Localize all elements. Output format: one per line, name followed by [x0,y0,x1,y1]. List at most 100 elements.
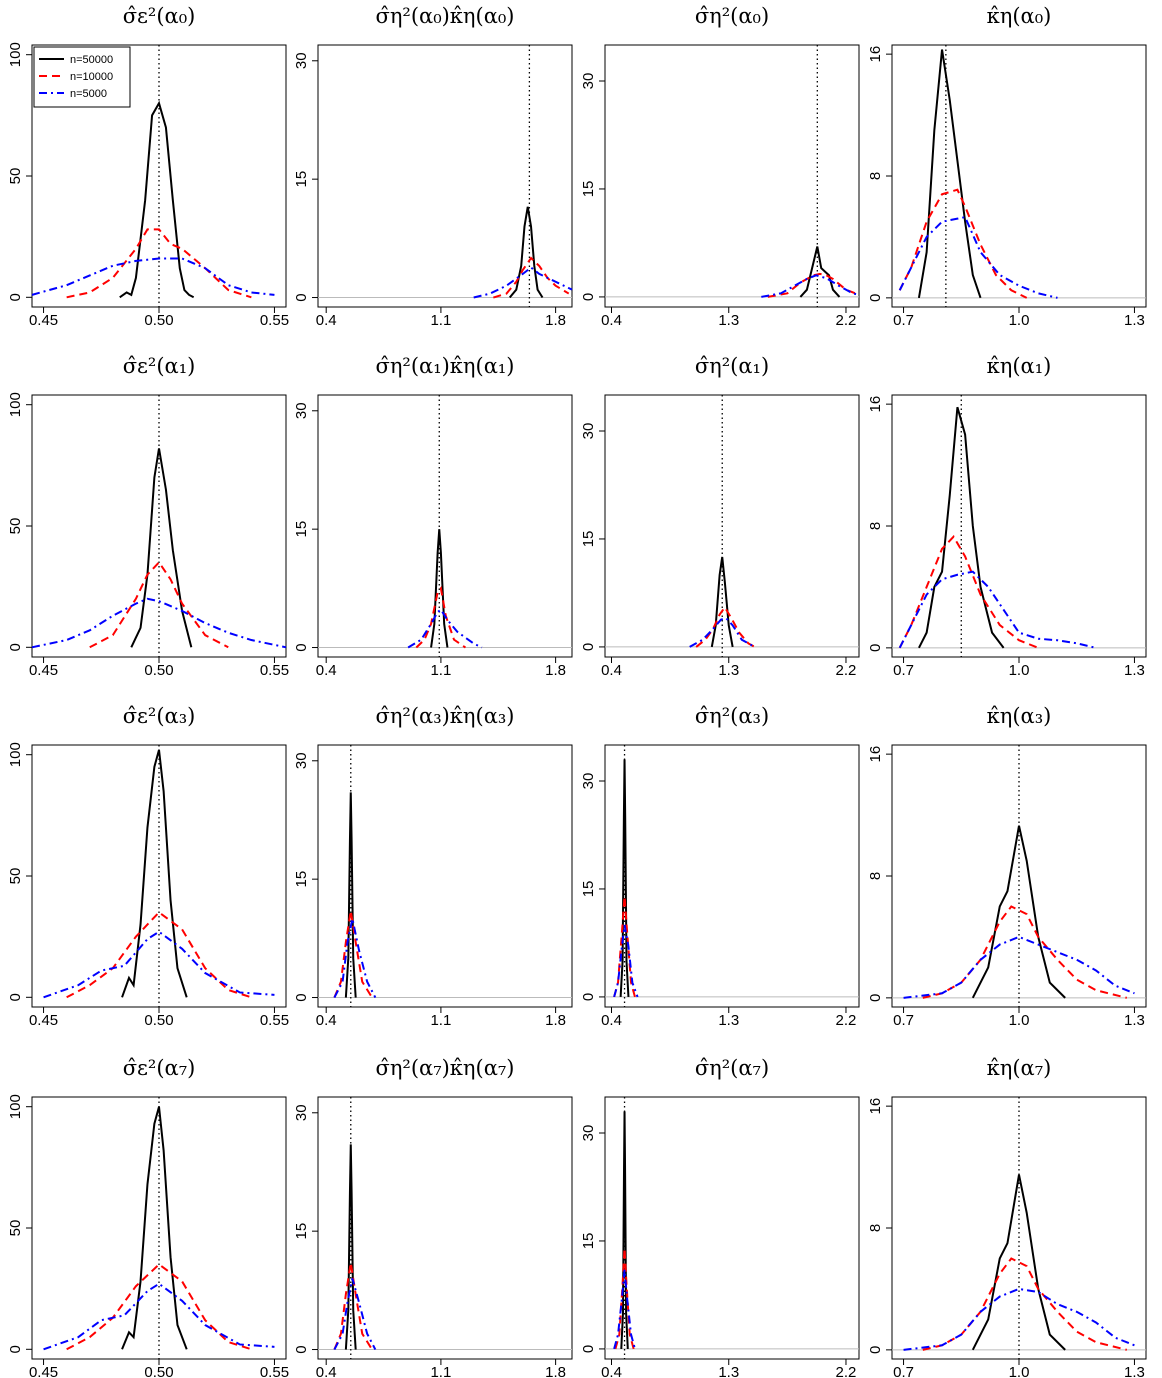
density-curve [898,570,1097,649]
x-tick-label: 0.55 [260,1364,289,1378]
y-tick-label: 100 [7,42,24,67]
panel-title: σ̂η²(α₇) [695,1056,769,1080]
y-tick-label: 0 [867,294,884,302]
x-tick-label: 0.7 [893,1012,914,1029]
panel-title: σ̂ε²(α₁) [123,354,196,378]
density-curve [43,930,275,999]
y-tick-label: 15 [580,181,597,198]
x-tick-label: 1.1 [430,662,451,679]
y-tick-label: 8 [867,522,884,530]
density-curve [344,1144,357,1350]
density-curve [761,274,860,298]
x-tick-label: 1.3 [1124,662,1145,679]
density-curve [31,597,287,649]
density-curve [121,1106,188,1350]
x-tick-label: 0.45 [29,662,58,679]
y-tick-label: 0 [293,993,310,1001]
x-tick-label: 1.1 [430,1364,451,1378]
y-tick-label: 30 [293,52,310,69]
density-curve [903,1287,1135,1351]
legend-box [33,46,131,108]
panel-title: κ̂η(α₇) [987,1056,1052,1080]
y-tick-label: 0 [580,293,597,301]
plot-box [317,1096,573,1360]
density-curve [903,935,1135,999]
plot-box [317,744,573,1008]
plot-box [604,744,860,1008]
density-curve [31,257,275,296]
y-tick-label: 50 [7,168,24,185]
density-curve [333,918,377,998]
y-tick-label: 100 [7,742,24,767]
x-tick-label: 0.7 [893,1364,914,1378]
x-tick-label: 0.50 [144,662,173,679]
y-tick-label: 0 [867,1346,884,1354]
panel-title: σ̂η²(α₀)κ̂η(α₀) [375,4,514,28]
x-tick-label: 1.3 [1124,1012,1145,1029]
y-tick-label: 15 [293,521,310,538]
density-curve [620,1111,629,1349]
y-tick-label: 0 [7,293,24,301]
density-curve [333,1262,373,1351]
density-curve [613,1269,636,1350]
y-tick-label: 0 [7,643,24,651]
x-tick-label: 0.4 [316,1012,337,1029]
density-curve [898,188,1028,299]
density-curve [922,1257,1128,1351]
x-tick-label: 1.1 [430,312,451,329]
y-tick-label: 15 [293,871,310,888]
y-tick-label: 15 [580,1233,597,1250]
density-curve [922,905,1128,999]
y-tick-label: 16 [867,1098,884,1115]
density-curve [66,228,252,299]
density-curve [695,605,756,648]
x-tick-label: 1.1 [430,1012,451,1029]
density-curve [917,49,982,299]
plot-box [604,44,860,308]
y-tick-label: 100 [7,1094,24,1119]
panel-title: κ̂η(α₁) [987,354,1052,378]
plot-box [317,394,573,658]
y-tick-label: 0 [580,1345,597,1353]
density-curve [493,256,570,299]
density-curve [407,608,483,649]
panel-title: σ̂ε²(α₃) [123,704,196,728]
density-curve [710,556,734,648]
y-tick-label: 16 [867,746,884,763]
x-tick-label: 1.0 [1009,1012,1030,1029]
x-tick-label: 0.4 [316,662,337,679]
y-tick-label: 0 [867,644,884,652]
x-tick-label: 0.4 [601,312,622,329]
x-tick-label: 0.50 [144,312,173,329]
x-tick-label: 1.3 [718,1012,739,1029]
x-tick-label: 0.4 [316,1364,337,1378]
y-tick-label: 0 [580,643,597,651]
density-curve [473,266,573,299]
y-tick-label: 50 [7,518,24,535]
panel-title: σ̂η²(α₇)κ̂η(α₇) [375,1056,514,1080]
density-curve [613,924,639,998]
x-tick-label: 1.3 [1124,312,1145,329]
y-tick-label: 50 [7,868,24,885]
y-tick-label: 16 [867,396,884,413]
y-tick-label: 0 [293,293,310,301]
x-tick-label: 0.4 [601,1364,622,1378]
panel-title: σ̂η²(α₃) [695,704,769,728]
y-tick-label: 0 [7,1345,24,1353]
x-tick-label: 1.3 [718,312,739,329]
y-tick-label: 0 [580,993,597,1001]
x-tick-label: 0.7 [893,662,914,679]
density-curve [508,206,544,299]
x-tick-label: 0.50 [144,1364,173,1378]
y-tick-label: 16 [867,46,884,63]
y-tick-label: 15 [293,1223,310,1240]
panel-title: κ̂η(α₃) [987,704,1052,728]
y-tick-label: 8 [867,172,884,180]
x-tick-label: 0.45 [29,1012,58,1029]
y-tick-label: 0 [867,994,884,1002]
density-curve [767,272,860,298]
panel-title: σ̂η²(α₁)κ̂η(α₁) [375,354,514,378]
density-curve [130,448,193,648]
x-tick-label: 2.2 [836,1012,857,1029]
y-tick-label: 8 [867,872,884,880]
